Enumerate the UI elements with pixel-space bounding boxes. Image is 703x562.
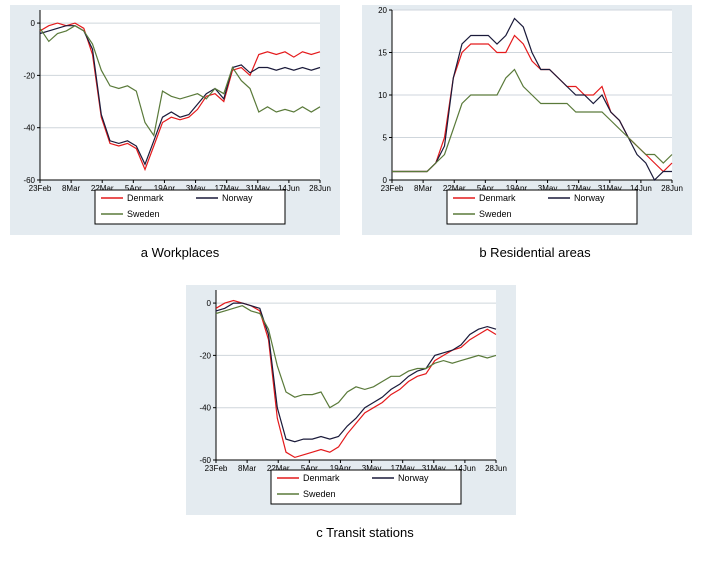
figure-root: -60-40-20023Feb8Mar22Mar5Apr19Apr3May17M… — [0, 0, 703, 562]
svg-text:8Mar: 8Mar — [238, 464, 257, 473]
svg-text:28Jun: 28Jun — [485, 464, 507, 473]
svg-text:0: 0 — [31, 19, 36, 28]
svg-text:15: 15 — [378, 49, 387, 58]
svg-text:10: 10 — [378, 91, 387, 100]
svg-text:Norway: Norway — [222, 193, 253, 203]
svg-text:-20: -20 — [199, 351, 211, 360]
svg-text:-40: -40 — [23, 124, 35, 133]
svg-text:20: 20 — [378, 6, 387, 15]
svg-text:-40: -40 — [199, 404, 211, 413]
svg-text:Denmark: Denmark — [127, 193, 164, 203]
svg-text:Denmark: Denmark — [303, 473, 340, 483]
svg-text:-20: -20 — [23, 71, 35, 80]
caption-b: b Residential areas — [470, 245, 600, 260]
panel-c: -60-40-20023Feb8Mar22Mar5Apr19Apr3May17M… — [186, 285, 516, 515]
svg-text:0: 0 — [207, 299, 212, 308]
svg-text:Denmark: Denmark — [479, 193, 516, 203]
svg-text:5: 5 — [383, 134, 388, 143]
panel-b: 0510152023Feb8Mar22Mar5Apr19Apr3May17May… — [362, 5, 692, 235]
svg-text:28Jun: 28Jun — [661, 184, 683, 193]
svg-text:Sweden: Sweden — [479, 209, 512, 219]
panel-a: -60-40-20023Feb8Mar22Mar5Apr19Apr3May17M… — [10, 5, 340, 235]
svg-text:Norway: Norway — [574, 193, 605, 203]
svg-text:23Feb: 23Feb — [205, 464, 228, 473]
svg-text:Norway: Norway — [398, 473, 429, 483]
caption-a: a Workplaces — [120, 245, 240, 260]
svg-text:8Mar: 8Mar — [414, 184, 433, 193]
svg-text:23Feb: 23Feb — [381, 184, 404, 193]
svg-text:8Mar: 8Mar — [62, 184, 81, 193]
svg-text:28Jun: 28Jun — [309, 184, 331, 193]
svg-text:23Feb: 23Feb — [29, 184, 52, 193]
caption-c: c Transit stations — [300, 525, 430, 540]
svg-text:Sweden: Sweden — [127, 209, 160, 219]
svg-text:Sweden: Sweden — [303, 489, 336, 499]
